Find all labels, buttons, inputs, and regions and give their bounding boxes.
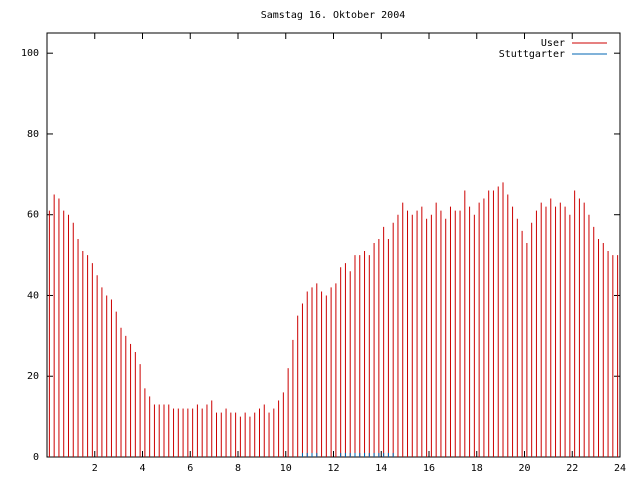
x-tick-label: 10 [280,463,292,474]
chart-title: Samstag 16. Oktober 2004 [261,10,406,21]
x-tick-label: 8 [235,463,241,474]
x-tick-label: 12 [327,463,339,474]
x-tick-label: 14 [375,463,387,474]
plot-frame [46,32,621,458]
y-tick-label: 40 [27,290,39,301]
y-tick-label: 60 [27,210,39,221]
x-tick-label: 18 [471,463,483,474]
x-tick-label: 24 [614,463,626,474]
x-tick-label: 22 [566,463,578,474]
x-tick-label: 16 [423,463,435,474]
y-tick-label: 20 [27,371,39,382]
x-tick-label: 20 [518,463,530,474]
legend-label: Stuttgarter [499,49,565,60]
y-tick-label: 100 [21,48,39,59]
y-tick-label: 80 [27,129,39,140]
x-tick-label: 4 [139,463,145,474]
x-tick-label: 2 [92,463,98,474]
y-tick-label: 0 [33,452,39,463]
legend-label: User [541,38,565,49]
x-tick-label: 6 [187,463,193,474]
